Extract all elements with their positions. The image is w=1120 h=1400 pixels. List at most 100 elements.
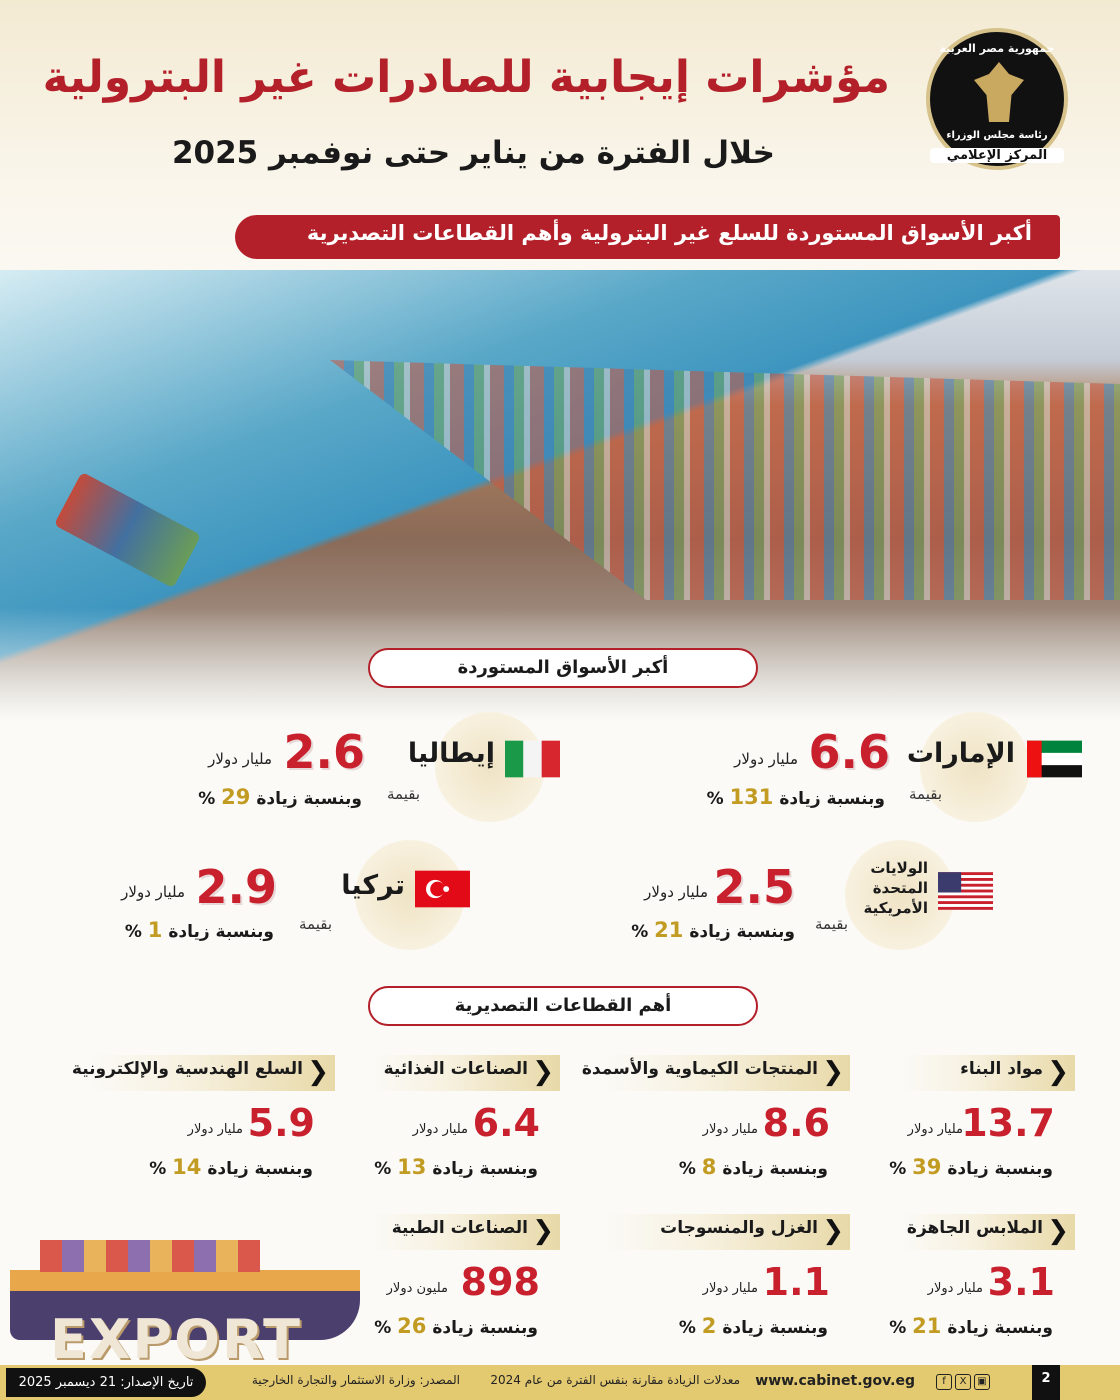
containers-image xyxy=(330,360,1120,600)
export-text: EXPORT xyxy=(50,1308,302,1371)
sector-value: 3.1 xyxy=(987,1260,1055,1304)
uae-flag-icon xyxy=(1027,740,1082,778)
sector-header: ❮ الصناعات الغذائية xyxy=(370,1055,560,1091)
value-unit: مليار دولار xyxy=(927,1281,983,1296)
export-illustration: EXPORT xyxy=(0,1200,370,1371)
sector-header: ❮ مواد البناء xyxy=(900,1055,1075,1091)
value-unit: مليار دولار xyxy=(907,1122,963,1137)
sector-card: ❮ الملابس الجاهزة 3.1 مليار دولار وبنسبة … xyxy=(889,1214,1075,1344)
market-increase: وبنسبة زيادة 1 % xyxy=(124,918,274,942)
page-number: 2 xyxy=(1032,1365,1060,1400)
value-prefix: بقيمة xyxy=(908,785,942,803)
chevron-left-icon: ❮ xyxy=(1047,1216,1069,1246)
sector-increase: وبنسبة زيادة 13 % xyxy=(374,1155,538,1179)
eagle-icon xyxy=(974,62,1024,122)
value-unit: مليار دولار xyxy=(734,750,798,768)
footer: 2 ▣Xf www.cabinet.gov.eg معدلات الزيادة … xyxy=(0,1365,1120,1400)
sector-increase: وبنسبة زيادة 2 % xyxy=(678,1314,828,1338)
social-links: ▣Xf xyxy=(933,1373,990,1390)
sector-increase: وبنسبة زيادة 39 % xyxy=(889,1155,1053,1179)
chevron-left-icon: ❮ xyxy=(532,1057,554,1087)
value-unit: مليار دولار xyxy=(644,883,708,901)
sectors-heading: أهم القطاعات التصديرية xyxy=(368,986,758,1026)
markets-heading: أكبر الأسواق المستوردة xyxy=(368,648,758,688)
sector-value: 13.7 xyxy=(961,1101,1055,1145)
market-value: 6.6 xyxy=(808,725,891,779)
sector-value: 8.6 xyxy=(762,1101,830,1145)
value-unit: مليار دولار xyxy=(702,1281,758,1296)
market-value: 2.9 xyxy=(195,860,278,914)
page-title: مؤشرات إيجابية للصادرات غير البترولية xyxy=(42,52,890,103)
sector-value: 5.9 xyxy=(247,1101,315,1145)
chevron-left-icon: ❮ xyxy=(822,1216,844,1246)
chevron-left-icon: ❮ xyxy=(532,1216,554,1246)
value-prefix: بقيمة xyxy=(298,915,332,933)
sector-header: ❮ الغزل والمنسوجات xyxy=(600,1214,850,1250)
sector-name: الصناعات الغذائية xyxy=(383,1059,528,1079)
sector-increase: وبنسبة زيادة 14 % xyxy=(149,1155,313,1179)
country-name: الولايات المتحدة الأمريكية xyxy=(863,859,928,917)
flag-circle xyxy=(845,840,955,950)
sector-name: مواد البناء xyxy=(960,1059,1043,1079)
sector-card: ❮ السلع الهندسية والإلكترونية 5.9 مليار د… xyxy=(72,1055,335,1185)
sector-name: السلع الهندسية والإلكترونية xyxy=(71,1059,303,1079)
usa-flag-icon xyxy=(938,872,993,910)
country-name: تركيا xyxy=(341,870,405,901)
logo-text: المركز الإعلامي xyxy=(930,148,1064,163)
youtube-icon[interactable]: ▣ xyxy=(974,1374,990,1390)
sector-value: 1.1 xyxy=(762,1260,830,1304)
port-photo xyxy=(0,270,1120,720)
value-prefix: بقيمة xyxy=(386,785,420,803)
value-unit: مليون دولار xyxy=(386,1281,448,1296)
italy-flag-icon xyxy=(505,740,560,778)
website-link[interactable]: www.cabinet.gov.eg xyxy=(755,1373,915,1389)
sector-card: ❮ الغزل والمنسوجات 1.1 مليار دولار وبنسبة… xyxy=(600,1214,850,1344)
chevron-left-icon: ❮ xyxy=(1047,1057,1069,1087)
source: المصدر: وزارة الاستثمار والتجارة الخارجي… xyxy=(251,1373,460,1387)
sector-value: 6.4 xyxy=(472,1101,540,1145)
sector-header: ❮ المنتجات الكيماوية والأسمدة xyxy=(582,1055,850,1091)
sector-value: 898 xyxy=(460,1260,540,1304)
sector-card: ❮ المنتجات الكيماوية والأسمدة 8.6 مليار د… xyxy=(582,1055,850,1185)
sector-increase: وبنسبة زيادة 26 % xyxy=(374,1314,538,1338)
sector-name: الصناعات الطبية xyxy=(391,1218,528,1238)
cabinet-logo: جمهورية مصر العربية رئاسة مجلس الوزراء ا… xyxy=(926,28,1068,170)
x-icon[interactable]: X xyxy=(955,1374,971,1390)
sector-card: ❮ الصناعات الطبية 898 مليون دولار وبنسبة … xyxy=(370,1214,560,1344)
facebook-icon[interactable]: f xyxy=(936,1374,952,1390)
ship-image xyxy=(53,471,202,589)
footnote: معدلات الزيادة مقارنة بنفس الفترة من عام… xyxy=(490,1373,740,1387)
sector-card: ❮ مواد البناء 13.7 مليار دولار وبنسبة زيا… xyxy=(889,1055,1075,1185)
sector-increase: وبنسبة زيادة 8 % xyxy=(678,1155,828,1179)
sector-increase: وبنسبة زيادة 21 % xyxy=(889,1314,1053,1338)
value-unit: مليار دولار xyxy=(412,1122,468,1137)
value-unit: مليار دولار xyxy=(702,1122,758,1137)
value-unit: مليار دولار xyxy=(121,883,185,901)
release-date: تاريخ الإصدار: 21 ديسمبر 2025 xyxy=(6,1368,206,1397)
sector-name: الغزل والمنسوجات xyxy=(660,1218,818,1238)
country-name: الإمارات xyxy=(906,738,1015,769)
value-unit: مليار دولار xyxy=(187,1122,243,1137)
sector-name: الملابس الجاهزة xyxy=(906,1218,1043,1238)
sector-header: ❮ الصناعات الطبية xyxy=(370,1214,560,1250)
market-increase: وبنسبة زيادة 131 % xyxy=(706,785,885,809)
flag-circle xyxy=(920,712,1030,822)
logo-text: رئاسة مجلس الوزراء xyxy=(946,130,1048,141)
page-subtitle: خلال الفترة من يناير حتى نوفمبر 2025 xyxy=(171,135,775,171)
value-prefix: بقيمة xyxy=(814,915,848,933)
chevron-left-icon: ❮ xyxy=(307,1057,329,1087)
sector-header: ❮ الملابس الجاهزة xyxy=(900,1214,1075,1250)
market-value: 2.5 xyxy=(713,860,796,914)
market-increase: وبنسبة زيادة 29 % xyxy=(198,785,362,809)
value-unit: مليار دولار xyxy=(208,750,272,768)
market-value: 2.6 xyxy=(283,725,366,779)
sector-header: ❮ السلع الهندسية والإلكترونية xyxy=(72,1055,335,1091)
sector-card: ❮ الصناعات الغذائية 6.4 مليار دولار وبنسب… xyxy=(370,1055,560,1185)
section-banner: أكبر الأسواق المستوردة للسلع غير البترول… xyxy=(235,215,1060,259)
logo-text: جمهورية مصر العربية xyxy=(939,42,1055,55)
turkey-flag-icon xyxy=(415,870,470,908)
country-name: إيطاليا xyxy=(407,738,495,769)
sector-name: المنتجات الكيماوية والأسمدة xyxy=(581,1059,818,1079)
chevron-left-icon: ❮ xyxy=(822,1057,844,1087)
market-increase: وبنسبة زيادة 21 % xyxy=(631,918,795,942)
